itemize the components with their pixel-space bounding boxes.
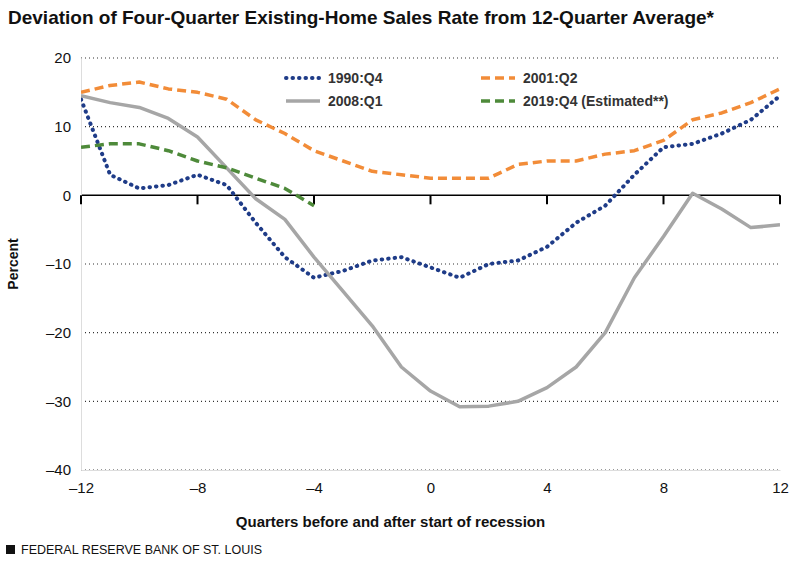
- legend-item: 2019:Q4 (Estimated**): [481, 93, 669, 109]
- x-tick: –4: [306, 470, 323, 496]
- grid-line: [81, 401, 780, 402]
- series-line: [81, 96, 780, 407]
- title: Deviation of Four-Quarter Existing-Home …: [8, 7, 715, 28]
- x-tick-label: –12: [69, 479, 94, 496]
- x-tick-label: –4: [306, 479, 323, 496]
- legend-item: 2001:Q2: [481, 70, 578, 86]
- x-tick-label: –8: [190, 479, 207, 496]
- x-tick-label: 0: [427, 479, 435, 496]
- x-tick-mark: [80, 195, 82, 204]
- x-tick-mark: [546, 195, 548, 204]
- series-line: [81, 96, 780, 278]
- y-axis-title: Percent: [5, 238, 21, 290]
- legend: 1990:Q4 2001:Q2 2008:Q1 2019:Q4 (Estimated*…: [286, 70, 669, 109]
- footer: FEDERAL RESERVE BANK OF ST. LOUIS: [21, 543, 262, 557]
- y-tick: –40: [46, 461, 81, 478]
- x-tick-mark: [430, 195, 432, 204]
- zero-line-ticks: [81, 195, 780, 204]
- y-tick-label: –30: [46, 393, 71, 410]
- y-axis-line: [81, 59, 82, 471]
- grid-line: [81, 57, 780, 58]
- x-tick: 8: [660, 470, 668, 496]
- grid-line: [81, 263, 780, 264]
- y-tick: 20: [54, 49, 81, 66]
- lines: [81, 82, 780, 407]
- x-tick: –8: [190, 470, 207, 496]
- legend-label: 2001:Q2: [523, 70, 578, 86]
- x-tick-label: 8: [660, 479, 668, 496]
- y-tick: –10: [46, 255, 81, 272]
- x-axis-title: Quarters before and after start of reces…: [236, 513, 545, 530]
- y-tick-label: 10: [54, 118, 71, 135]
- x-tick: –12: [69, 470, 94, 496]
- x-tick-mark: [197, 195, 199, 204]
- x-tick: 4: [543, 470, 551, 496]
- legend-swatch: [481, 99, 515, 103]
- x-tick-mark: [663, 195, 665, 204]
- legend-label: 2008:Q1: [328, 93, 383, 109]
- y-tick: –20: [46, 324, 81, 341]
- x-tick-label: 4: [543, 479, 551, 496]
- x-axis-line: [82, 470, 781, 471]
- legend-label: 1990:Q4: [328, 70, 383, 86]
- series-line: [81, 144, 314, 206]
- x-tick-mark: [779, 195, 781, 204]
- x-tick-mark: [313, 195, 315, 204]
- legend-label: 2019:Q4 (Estimated**): [523, 93, 669, 109]
- y-tick: 10: [54, 118, 81, 135]
- y-tick-label: 20: [54, 49, 71, 66]
- chart: Deviation of Four-Quarter Existing-Home …: [0, 0, 800, 565]
- y-tick-label: 0: [63, 187, 71, 204]
- y-tick-label: –20: [46, 324, 71, 341]
- y-axis: –40 –30 –20 –10 0 10 20: [46, 49, 82, 478]
- grid-line: [81, 126, 780, 127]
- x-tick: 12: [772, 470, 789, 496]
- y-tick-label: –40: [46, 461, 71, 478]
- y-tick: 0: [63, 187, 81, 204]
- x-axis: –12 –8 –4 0 4 8 12: [69, 470, 789, 496]
- x-tick-label: 12: [772, 479, 789, 496]
- legend-item: 2008:Q1: [286, 93, 383, 109]
- grid: [81, 58, 780, 470]
- x-tick: 0: [427, 470, 435, 496]
- legend-swatch: [286, 99, 320, 103]
- footer-mark: [6, 545, 15, 554]
- y-tick-label: –10: [46, 255, 71, 272]
- grid-line: [81, 332, 780, 333]
- legend-swatch: [286, 76, 320, 80]
- y-tick: –30: [46, 393, 81, 410]
- plot: –40–30–20–1001020–12–8–4048121990:Q42001…: [46, 49, 789, 495]
- legend-item: 1990:Q4: [286, 70, 383, 86]
- grid-line: [81, 469, 780, 470]
- legend-swatch: [481, 76, 515, 80]
